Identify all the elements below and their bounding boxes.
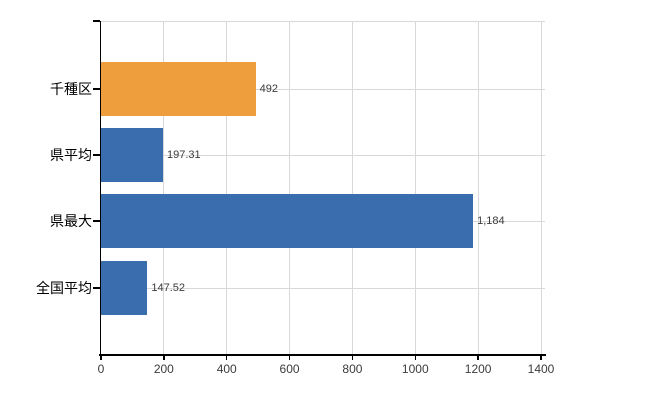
bar-value-label: 197.31 xyxy=(167,149,201,161)
bar-category-3 xyxy=(101,261,148,315)
x-tick-mark xyxy=(414,355,417,360)
plot-top-gridline xyxy=(101,21,545,22)
gridline-vertical xyxy=(351,21,353,354)
category-label: 全国平均 xyxy=(36,280,92,296)
x-tick-mark xyxy=(540,355,542,360)
y-tick-mark xyxy=(93,220,100,222)
x-tick-label: 0 xyxy=(97,362,105,376)
gridline-horizontal xyxy=(101,154,545,156)
x-tick-label: 400 xyxy=(216,362,237,376)
bar-category-2 xyxy=(101,194,474,248)
x-tick-label: 1400 xyxy=(527,362,555,376)
x-tick-mark xyxy=(477,355,479,360)
gridline-vertical xyxy=(163,21,165,354)
category-label: 県平均 xyxy=(50,147,92,163)
bar-value-label: 1,184 xyxy=(477,215,505,227)
x-axis-line xyxy=(98,354,546,356)
x-tick-label: 1000 xyxy=(401,362,429,376)
x-tick-mark xyxy=(288,355,291,360)
gridline-vertical xyxy=(414,21,416,354)
y-tick-mark xyxy=(93,20,100,22)
x-tick-label: 800 xyxy=(342,362,363,376)
gridline-vertical xyxy=(540,21,542,354)
y-tick-mark xyxy=(93,287,100,289)
x-tick-label: 600 xyxy=(279,362,300,376)
y-tick-mark xyxy=(93,154,100,156)
category-label: 県最大 xyxy=(50,213,92,229)
bar-category-1 xyxy=(101,128,163,182)
x-tick-mark xyxy=(351,355,354,360)
plot-area: 492 197.31 1,184 147.52 xyxy=(101,21,546,354)
x-tick-label: 1200 xyxy=(464,362,492,376)
x-tick-label: 200 xyxy=(153,362,174,376)
gridline-vertical xyxy=(477,21,479,354)
bar-value-label: 492 xyxy=(259,83,278,95)
x-tick-mark xyxy=(100,355,102,360)
bar-category-0 xyxy=(101,62,256,116)
bar-value-label: 147.52 xyxy=(151,282,186,294)
x-tick-mark xyxy=(163,355,165,360)
gridline-horizontal xyxy=(101,88,545,90)
y-tick-mark xyxy=(93,88,100,90)
y-axis-line xyxy=(99,21,101,355)
gridline-horizontal xyxy=(101,287,545,289)
gridline-vertical xyxy=(226,21,228,354)
gridline-vertical xyxy=(289,21,291,354)
x-tick-mark xyxy=(225,355,228,360)
category-label: 千種区 xyxy=(50,81,92,97)
